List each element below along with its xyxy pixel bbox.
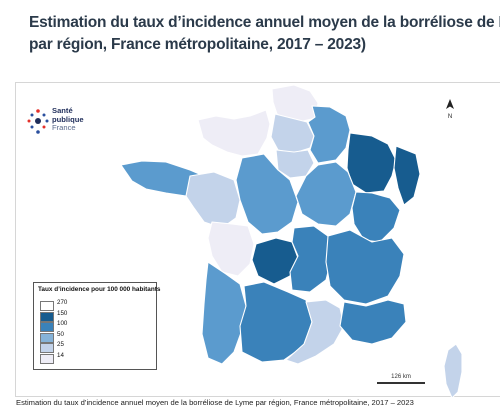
logo-line-2: publique: [52, 114, 84, 124]
region-poitou-charentes: [207, 221, 255, 277]
scale-bar-line: [377, 382, 425, 384]
legend-label: 100: [57, 320, 68, 328]
north-label: N: [448, 114, 452, 120]
north-arrow-icon: N: [446, 99, 454, 120]
logo-dots-icon: [27, 109, 49, 134]
legend-label: 150: [57, 309, 68, 317]
scale-label: 126 km: [391, 374, 411, 380]
region-alsace: [393, 145, 421, 206]
region-champagne: [307, 105, 351, 164]
region-corse: [443, 343, 463, 399]
region-languedoc: [285, 299, 345, 365]
logo-text: Santé publique France: [52, 106, 84, 133]
legend-swatch: [40, 322, 54, 333]
region-aquitaine: [201, 261, 247, 365]
region-lorraine: [346, 132, 397, 194]
legend-swatch: [40, 301, 54, 311]
region-bourgogne: [295, 161, 357, 227]
scale-bar: 126 km: [377, 374, 425, 386]
map-frame: [15, 82, 500, 397]
sante-publique-france-logo: Santé publique France: [26, 106, 106, 137]
title-line-1: Estimation du taux d’incidence annuel mo…: [29, 14, 500, 31]
legend-label: 25: [57, 341, 64, 349]
legend-label: 50: [57, 330, 64, 338]
legend-label: 270: [57, 299, 68, 306]
region-pays-de-la-loire: [185, 171, 241, 229]
title-line-2: par région, France métropolitaine, 2017 …: [29, 36, 366, 53]
region-auvergne: [289, 225, 333, 293]
legend-swatch: [40, 353, 54, 364]
north-arrow: N: [444, 98, 456, 120]
legend-title: Taux d’incidence pour 100 000 habitants: [38, 286, 161, 293]
legend-label: 14: [57, 351, 64, 359]
map-title: Estimation du taux d’incidence annuel mo…: [29, 12, 500, 56]
logo-line-1: Santé: [52, 106, 73, 115]
map-legend: Taux d’incidence pour 100 000 habitants …: [33, 282, 161, 370]
logo-line-3: France: [52, 123, 76, 132]
region-paca: [339, 299, 407, 345]
region-franche-comte: [351, 191, 401, 243]
region-normandie: [197, 109, 271, 157]
region-centre-val-de-loire: [235, 153, 299, 235]
region-rhone-alpes: [325, 229, 405, 305]
region-hauts-de-france: [271, 84, 319, 122]
map-caption: Estimation du taux d’incidence annuel mo…: [16, 398, 414, 407]
legend-swatch: [40, 343, 54, 354]
legend-swatch: [40, 311, 54, 322]
legend-swatch: [40, 332, 54, 343]
